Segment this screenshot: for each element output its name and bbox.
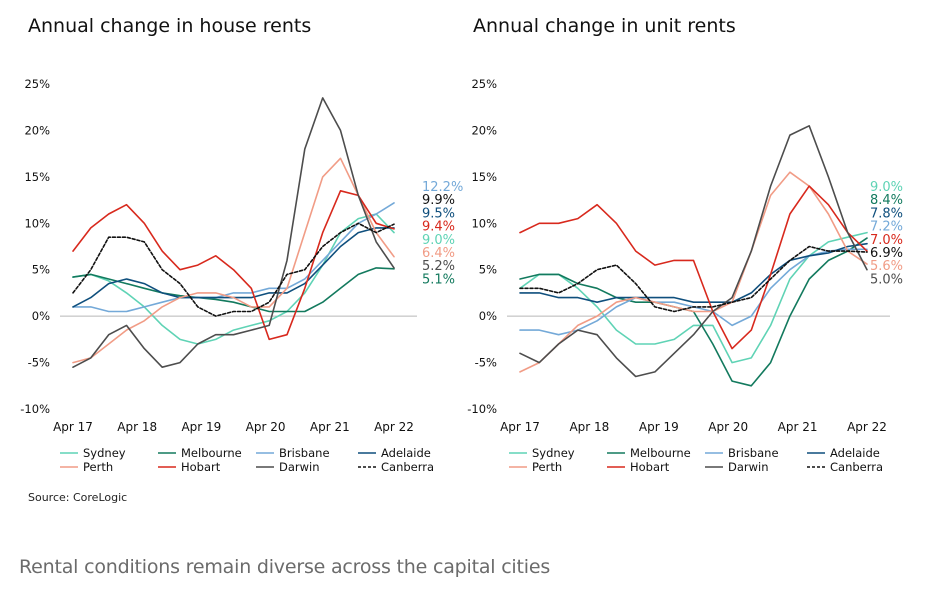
y-tick-label: 15% bbox=[24, 170, 50, 184]
x-tick-label: Apr 20 bbox=[246, 420, 286, 434]
chart-panel-1: Annual change in house rents -10% -5% 0% 5% 1… bbox=[20, 15, 463, 474]
x-tick-label: Apr 18 bbox=[569, 420, 609, 434]
end-label-hobart: 9.4% bbox=[422, 220, 455, 235]
series-line-darwin bbox=[519, 125, 868, 378]
chart-title: Annual change in house rents bbox=[28, 15, 311, 37]
x-tick-label: Apr 17 bbox=[53, 420, 93, 434]
legend-label-brisbane: Brisbane bbox=[279, 446, 330, 460]
series-line-darwin bbox=[72, 97, 395, 369]
end-label-sydney: 9.0% bbox=[870, 180, 903, 195]
series-line-adelaide bbox=[72, 227, 395, 308]
end-label-canberra: 9.9% bbox=[422, 193, 455, 208]
x-tick-label: Apr 18 bbox=[117, 420, 157, 434]
x-tick-label: Apr 19 bbox=[181, 420, 221, 434]
legend-label-perth: Perth bbox=[83, 460, 113, 474]
x-tick-label: Apr 19 bbox=[639, 420, 679, 434]
end-label-brisbane: 7.2% bbox=[870, 220, 903, 235]
legend-label-canberra: Canberra bbox=[381, 460, 434, 474]
y-tick-label: 25% bbox=[24, 77, 50, 91]
y-tick-label: 5% bbox=[32, 263, 50, 277]
figure-caption: Rental conditions remain diverse across … bbox=[19, 556, 551, 578]
y-tick-label: 10% bbox=[471, 216, 497, 230]
end-label-melbourne: 5.1% bbox=[422, 272, 455, 287]
source-note: Source: CoreLogic bbox=[28, 491, 128, 504]
end-label-melbourne: 8.4% bbox=[870, 193, 903, 208]
legend-label-melbourne: Melbourne bbox=[630, 446, 691, 460]
legend-label-hobart: Hobart bbox=[181, 460, 221, 474]
series-line-adelaide bbox=[519, 242, 868, 304]
series-line-sydney bbox=[72, 213, 395, 345]
y-tick-label: 0% bbox=[479, 309, 497, 323]
y-tick-label: 10% bbox=[24, 216, 50, 230]
end-label-brisbane: 12.2% bbox=[422, 180, 463, 195]
legend-label-canberra: Canberra bbox=[830, 460, 883, 474]
y-tick-label: 15% bbox=[471, 170, 497, 184]
x-tick-label: Apr 21 bbox=[778, 420, 818, 434]
legend-label-brisbane: Brisbane bbox=[728, 446, 779, 460]
legend-label-darwin: Darwin bbox=[728, 460, 769, 474]
x-tick-label: Apr 22 bbox=[847, 420, 887, 434]
legend-label-darwin: Darwin bbox=[279, 460, 320, 474]
end-label-sydney: 9.0% bbox=[422, 233, 455, 248]
y-tick-label: -10% bbox=[467, 402, 497, 416]
y-tick-label: 20% bbox=[471, 123, 497, 137]
y-tick-label: 20% bbox=[24, 123, 50, 137]
series-line-melbourne bbox=[72, 267, 395, 313]
legend-label-adelaide: Adelaide bbox=[830, 446, 880, 460]
end-label-perth: 6.4% bbox=[422, 246, 455, 261]
series-line-canberra bbox=[72, 222, 395, 317]
y-tick-label: 25% bbox=[471, 77, 497, 91]
y-tick-label: -10% bbox=[20, 402, 50, 416]
end-label-hobart: 7.0% bbox=[870, 233, 903, 248]
x-tick-label: Apr 21 bbox=[310, 420, 350, 434]
end-label-adelaide: 9.5% bbox=[422, 206, 455, 221]
series-line-perth bbox=[72, 157, 395, 364]
y-tick-label: 5% bbox=[479, 263, 497, 277]
x-tick-label: Apr 17 bbox=[500, 420, 540, 434]
series-line-perth bbox=[519, 171, 868, 373]
charts-canvas: Annual change in house rents -10% -5% 0% 5% 1… bbox=[20, 15, 903, 474]
series-line-hobart bbox=[72, 190, 395, 341]
chart-title: Annual change in unit rents bbox=[473, 15, 736, 37]
legend-label-sydney: Sydney bbox=[83, 446, 126, 460]
y-tick-label: -5% bbox=[28, 356, 50, 370]
x-tick-label: Apr 22 bbox=[374, 420, 414, 434]
series-line-canberra bbox=[519, 245, 868, 313]
end-label-darwin: 5.2% bbox=[422, 259, 455, 274]
series-line-brisbane bbox=[72, 202, 395, 313]
x-tick-label: Apr 20 bbox=[708, 420, 748, 434]
legend-label-adelaide: Adelaide bbox=[381, 446, 431, 460]
legend-label-melbourne: Melbourne bbox=[181, 446, 242, 460]
chart-panel-2: Annual change in unit rents -10% -5% 0% 5% 10… bbox=[467, 15, 903, 474]
end-label-canberra: 6.9% bbox=[870, 246, 903, 261]
series-line-hobart bbox=[519, 185, 868, 350]
end-label-darwin: 5.0% bbox=[870, 272, 903, 287]
legend-label-perth: Perth bbox=[532, 460, 562, 474]
y-tick-label: -5% bbox=[475, 356, 497, 370]
legend-label-hobart: Hobart bbox=[630, 460, 670, 474]
end-label-perth: 5.6% bbox=[870, 259, 903, 274]
y-tick-label: 0% bbox=[32, 309, 50, 323]
legend-label-sydney: Sydney bbox=[532, 446, 575, 460]
end-label-adelaide: 7.8% bbox=[870, 206, 903, 221]
